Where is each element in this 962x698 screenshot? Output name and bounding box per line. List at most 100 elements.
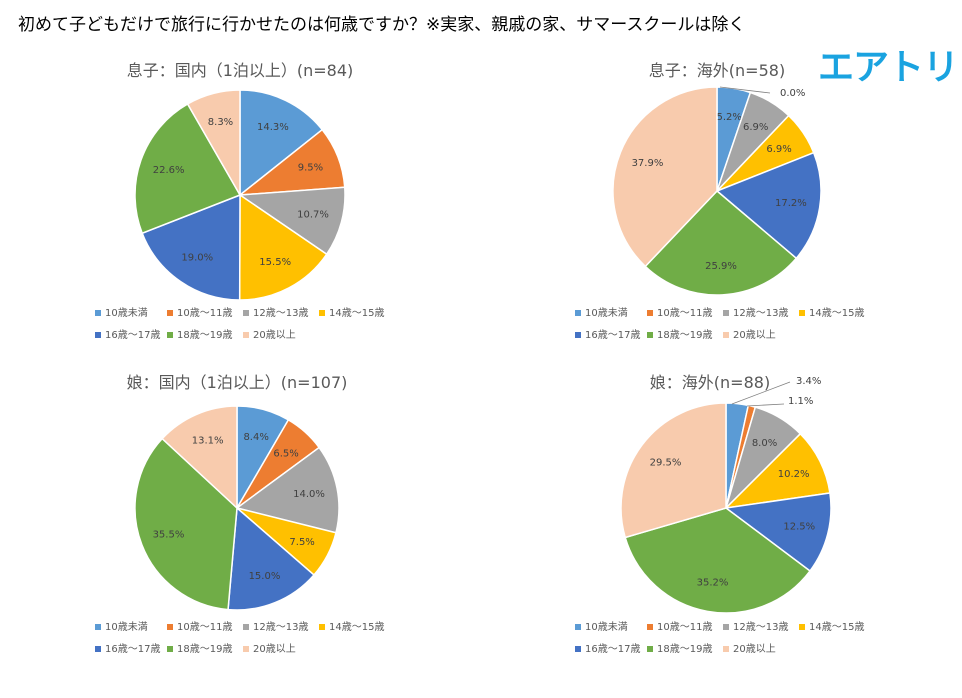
- legend-swatch: [167, 624, 173, 630]
- data-label: 14.3%: [257, 122, 289, 133]
- pie-slice: [238, 193, 328, 301]
- legend-label: 18歳～19歳: [657, 643, 712, 655]
- legend-swatch: [647, 310, 653, 316]
- legend-label: 12歳～13歳: [733, 307, 788, 319]
- leader-line: [731, 381, 791, 405]
- legend-label: 10歳～11歳: [657, 307, 712, 319]
- legend-swatch: [319, 624, 325, 630]
- chart-title: 息子：国内（1泊以上）(n=84): [127, 61, 354, 80]
- legend-label: 20歳以上: [733, 643, 776, 655]
- legend-swatch: [95, 624, 101, 630]
- legend-label: 20歳以上: [253, 643, 296, 655]
- chart-title: 息子：海外(n=58): [649, 61, 785, 80]
- legend-swatch: [243, 310, 249, 316]
- pie-slice: [715, 151, 822, 260]
- pie-slice: [612, 86, 718, 268]
- data-label: 10.2%: [778, 469, 810, 480]
- data-label: 10.7%: [297, 210, 329, 221]
- legend-swatch: [319, 310, 325, 316]
- pie-slice: [239, 89, 324, 197]
- legend-swatch: [167, 310, 173, 316]
- legend-swatch: [799, 624, 805, 630]
- legend-swatch: [243, 332, 249, 338]
- legend-label: 12歳～13歳: [733, 621, 788, 633]
- legend-swatch: [799, 310, 805, 316]
- legend-swatch: [95, 646, 101, 652]
- data-label: 37.9%: [632, 158, 664, 169]
- data-label: 9.5%: [298, 162, 323, 173]
- legend-label: 18歳～19歳: [657, 329, 712, 341]
- legend-swatch: [647, 624, 653, 630]
- pie-slice: [141, 193, 241, 301]
- legend-label: 14歳～15歳: [809, 307, 864, 319]
- legend-swatch: [575, 646, 581, 652]
- data-label: 6.9%: [743, 122, 768, 133]
- data-label: 3.4%: [796, 376, 821, 387]
- data-label: 15.5%: [259, 257, 291, 268]
- data-label: 7.5%: [289, 537, 314, 548]
- data-label: 17.2%: [775, 198, 807, 209]
- data-label: 13.1%: [192, 436, 224, 447]
- pie-slice: [134, 102, 242, 235]
- data-label: 6.9%: [766, 144, 791, 155]
- leader-line: [719, 86, 771, 94]
- pie-slice: [237, 186, 346, 256]
- pie-slice: [624, 507, 812, 614]
- legend-label: 10歳未満: [105, 307, 148, 319]
- legend-swatch: [723, 646, 729, 652]
- data-label: 12.5%: [783, 522, 815, 533]
- data-label: 0.0%: [780, 88, 805, 99]
- pie-chart-2: 息子：海外(n=58) 5.2% 0.0% 6.9% 6.9% 17.2% 25.9% 37.…: [575, 61, 864, 341]
- data-label: 15.0%: [249, 571, 281, 582]
- legend-label: 12歳～13歳: [253, 307, 308, 319]
- legend-label: 14歳～15歳: [329, 621, 384, 633]
- legend-swatch: [243, 646, 249, 652]
- legend-swatch: [575, 332, 581, 338]
- legend-label: 20歳以上: [253, 329, 296, 341]
- legend-swatch: [167, 332, 173, 338]
- page-title: 初めて子どもだけで旅行に行かせたのは何歳ですか？※実家、親戚の家、サマースクール…: [18, 15, 746, 35]
- legend-label: 14歳～15歳: [809, 621, 864, 633]
- pie-slice: [134, 437, 238, 611]
- legend-label: 16歳～17歳: [585, 643, 640, 655]
- legend-swatch: [575, 310, 581, 316]
- data-label: 35.2%: [697, 577, 729, 588]
- legend-swatch: [723, 310, 729, 316]
- legend-label: 14歳～15歳: [329, 307, 384, 319]
- data-label: 35.5%: [153, 529, 185, 540]
- legend-swatch: [723, 624, 729, 630]
- pie-slice: [235, 446, 340, 534]
- brand-logo: エアトリ: [818, 47, 959, 88]
- legend-label: 10歳～11歳: [177, 621, 232, 633]
- pie-chart-1: 息子：国内（1泊以上）(n=84) 14.3% 9.5% 10.7% 15.5% 19.0…: [95, 61, 384, 341]
- pie-slice: [227, 506, 315, 611]
- legend-swatch: [647, 646, 653, 652]
- legend-label: 16歳～17歳: [105, 643, 160, 655]
- legend-label: 20歳以上: [733, 329, 776, 341]
- legend-swatch: [95, 332, 101, 338]
- data-label: 6.5%: [273, 448, 298, 459]
- pie-slice: [161, 405, 238, 510]
- data-label: 8.3%: [208, 117, 233, 128]
- data-label: 1.1%: [788, 396, 813, 407]
- leader-line: [746, 403, 785, 407]
- data-label: 22.6%: [153, 165, 185, 176]
- legend-swatch: [647, 332, 653, 338]
- pie-slice: [644, 189, 798, 296]
- legend-label: 10歳未満: [585, 307, 628, 319]
- legend-label: 16歳～17歳: [585, 329, 640, 341]
- legend-swatch: [243, 624, 249, 630]
- data-label: 5.2%: [716, 112, 741, 123]
- legend-swatch: [575, 624, 581, 630]
- legend-label: 10歳～11歳: [657, 621, 712, 633]
- legend-label: 12歳～13歳: [253, 621, 308, 633]
- data-label: 25.9%: [705, 261, 737, 272]
- pie-slice: [186, 89, 241, 198]
- legend-swatch: [167, 646, 173, 652]
- pie-chart-3: 娘：国内（1泊以上）(n=107) 8.4% 6.5% 14.0% 7.5% 15.0% 3…: [95, 373, 384, 655]
- legend-label: 10歳未満: [585, 621, 628, 633]
- legend-label: 18歳～19歳: [177, 329, 232, 341]
- pie-chart-4: 娘：海外(n=88) 3.4% 1.1% 8.0% 10.2% 12.5% 35.2% 29.…: [575, 373, 864, 655]
- pie-slice: [724, 492, 832, 573]
